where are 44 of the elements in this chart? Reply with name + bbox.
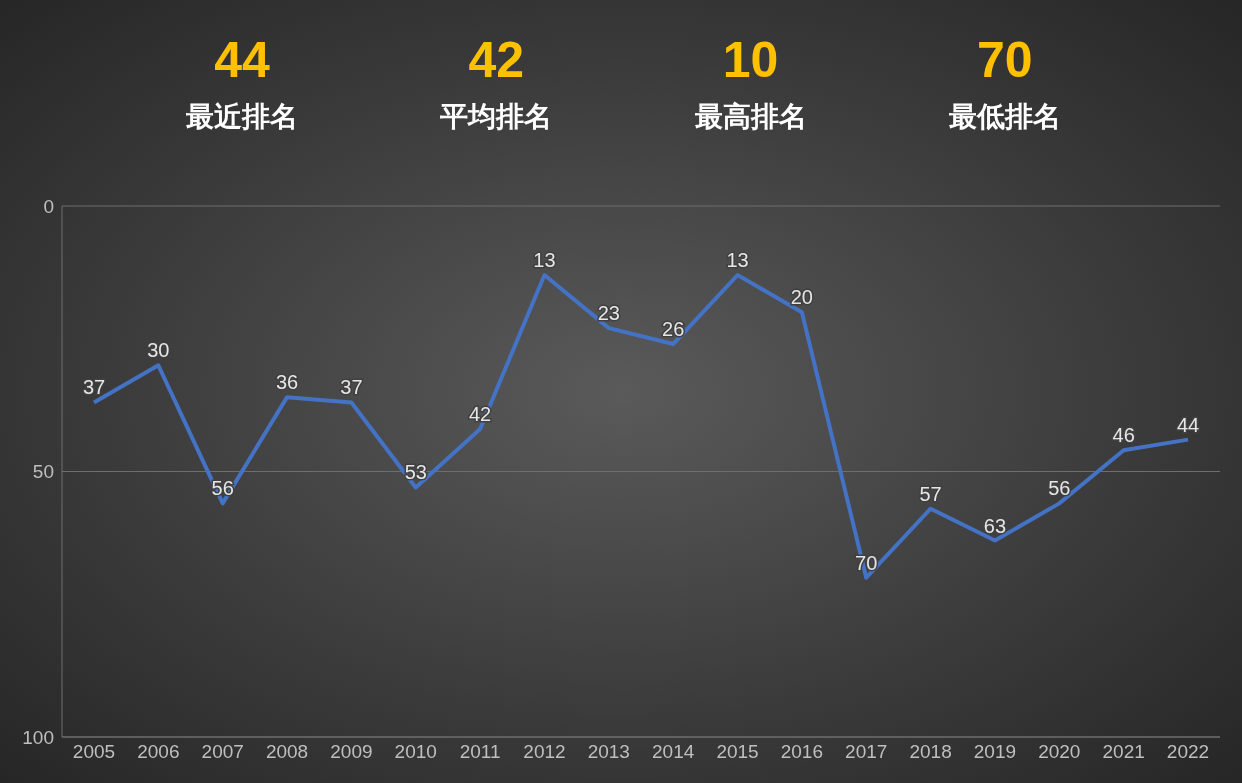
x-tick-label: 2016 <box>780 741 824 763</box>
x-tick-label: 2011 <box>459 741 501 763</box>
y-tick-label: 50 <box>32 461 54 483</box>
x-tick-label: 2017 <box>845 741 888 763</box>
data-label: 57 <box>919 482 942 505</box>
x-tick-label: 2006 <box>137 741 180 763</box>
data-label: 23 <box>597 302 620 325</box>
x-tick-label: 2021 <box>1102 741 1145 763</box>
data-label: 30 <box>147 339 170 362</box>
text: 70 <box>977 31 1033 90</box>
text: 最低排名 <box>948 99 1061 135</box>
x-tick-label: 2008 <box>265 741 309 763</box>
x-tick-label: 2020 <box>1038 741 1081 763</box>
x-tick-label: 2013 <box>587 741 630 763</box>
data-label: 13 <box>533 249 556 272</box>
data-label: 37 <box>82 376 106 399</box>
x-tick-label: 2005 <box>72 741 116 763</box>
x-tick-label: 2014 <box>652 741 695 763</box>
data-label: 56 <box>1048 477 1071 500</box>
data-label: 26 <box>662 318 685 341</box>
text: 42 <box>468 31 525 90</box>
text: 平均排名 <box>440 99 553 135</box>
data-label: 37 <box>340 376 363 399</box>
text: 10 <box>722 31 779 90</box>
data-label: 63 <box>983 514 1007 537</box>
data-label: 36 <box>275 371 299 394</box>
data-label: 20 <box>790 286 814 309</box>
x-tick-label: 2009 <box>330 741 373 763</box>
data-label: 44 <box>1176 413 1200 436</box>
data-label: 46 <box>1112 424 1135 447</box>
x-tick-label: 2015 <box>716 741 759 763</box>
text: 44 <box>214 31 270 90</box>
y-tick-label: 100 <box>22 726 54 748</box>
x-tick-label: 2007 <box>201 741 244 763</box>
x-tick-label: 2022 <box>1166 741 1210 763</box>
x-tick-label: 2018 <box>909 741 952 763</box>
x-tick-label: 2010 <box>394 741 437 763</box>
x-tick-label: 2019 <box>973 741 1017 763</box>
y-tick-label: 0 <box>43 195 54 217</box>
data-label: 53 <box>404 461 427 484</box>
data-label: 13 <box>726 249 749 272</box>
text: 最近排名 <box>186 99 299 135</box>
text: 最高排名 <box>694 99 807 135</box>
x-tick-label: 2012 <box>523 741 566 763</box>
